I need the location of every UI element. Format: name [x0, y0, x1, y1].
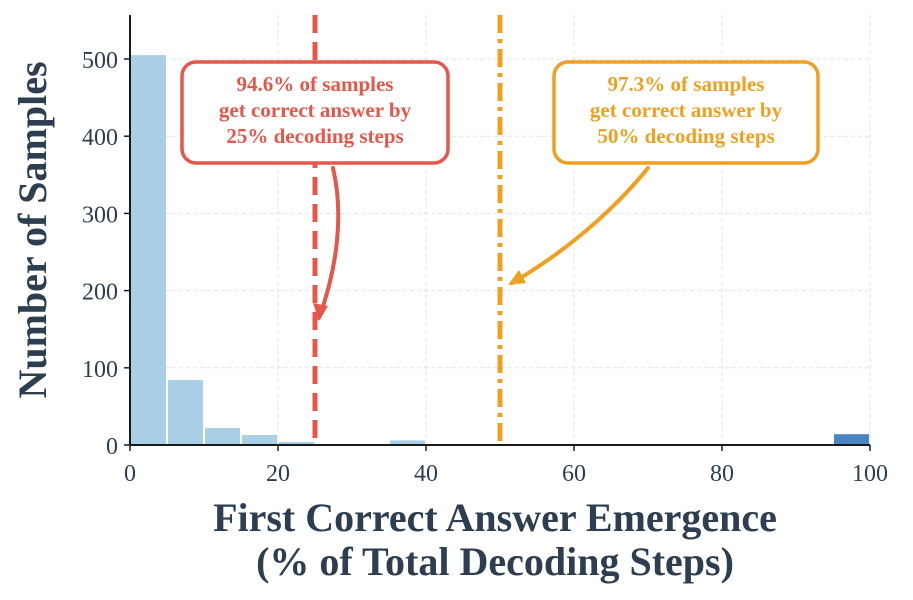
histogram-bar [390, 440, 425, 445]
histogram-bar [279, 441, 314, 445]
y-tick-label: 300 [82, 202, 118, 228]
x-tick-label: 60 [562, 461, 586, 487]
histogram-bar [168, 380, 203, 445]
arrow-to-25 [317, 166, 341, 320]
bars [131, 55, 869, 446]
y-tick-label: 0 [106, 434, 118, 460]
arrowhead [313, 303, 328, 321]
x-tick-label: 0 [124, 461, 136, 487]
x-tick-label: 20 [266, 461, 290, 487]
annotation-text: get correct answer by [590, 98, 783, 122]
y-tick-label: 200 [82, 280, 118, 306]
histogram-bar [131, 55, 166, 446]
x-tick-label: 40 [414, 461, 438, 487]
x-axis-title-line2: (% of Total Decoding Steps) [256, 539, 734, 584]
x-tick-label: 100 [852, 461, 888, 487]
x-tick-label: 80 [710, 461, 734, 487]
arrowhead [508, 270, 526, 285]
arrow-to-50 [510, 166, 650, 285]
y-tick-label: 400 [82, 125, 118, 151]
annotation-text: 25% decoding steps [226, 124, 403, 148]
annotation-text: get correct answer by [219, 98, 412, 122]
annotation-box [552, 60, 820, 165]
x-axis-title-line1: First Correct Answer Emergence [213, 495, 777, 540]
y-tick-label: 500 [82, 48, 118, 74]
y-tick-label: 100 [82, 357, 118, 383]
annotation-box [180, 60, 450, 165]
annotation-text: 94.6% of samples [237, 72, 394, 96]
axes: 0 20 40 60 80 100 0 100 200 300 400 500 [82, 15, 888, 487]
annotation-text: 50% decoding steps [597, 124, 774, 148]
histogram-bar [834, 434, 869, 445]
y-axis-title: Number of Samples [10, 61, 55, 398]
histogram-bar [205, 428, 240, 445]
histogram-bar [242, 434, 277, 445]
annotation-text: 97.3% of samples [608, 72, 765, 96]
